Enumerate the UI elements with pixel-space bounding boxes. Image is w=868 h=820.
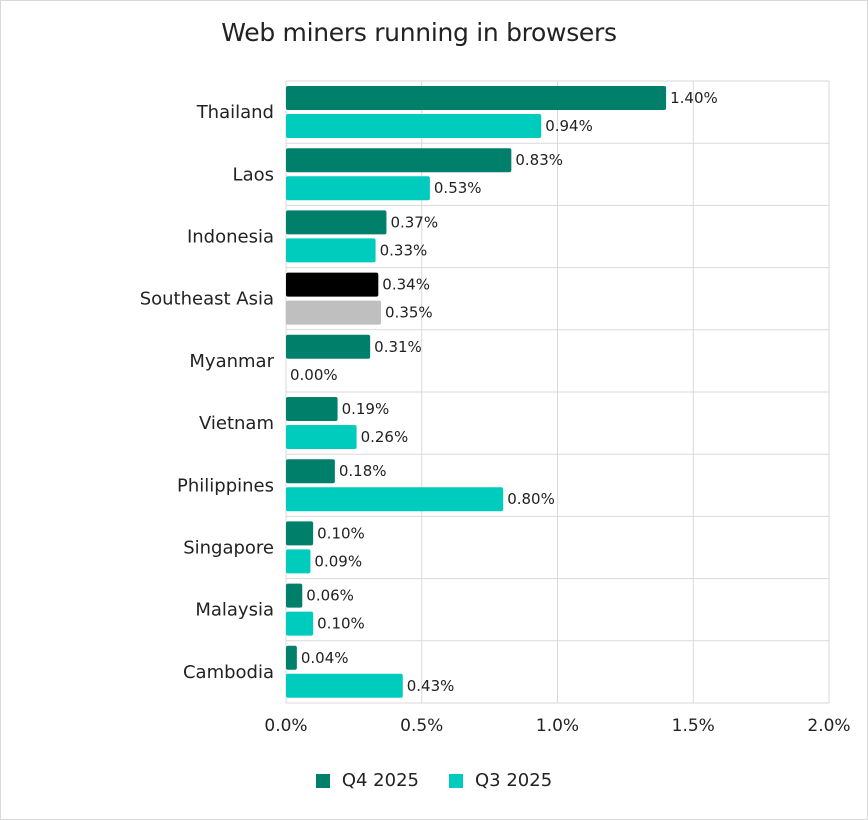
- value-label: 0.10%: [317, 615, 365, 633]
- bar-q4: [286, 583, 303, 608]
- bar-q4: [286, 645, 297, 670]
- x-tick-label: 2.0%: [807, 716, 850, 736]
- legend-label-q3: Q3 2025: [475, 770, 553, 791]
- category-label: Indonesia: [187, 227, 274, 248]
- value-label: 0.06%: [306, 587, 354, 605]
- bar-q3: [286, 673, 403, 698]
- value-label: 0.83%: [515, 151, 563, 169]
- x-tick-label: 1.5%: [672, 716, 715, 736]
- bar-q3: [286, 549, 311, 574]
- category-label: Southeast Asia: [140, 289, 274, 310]
- bar-q4: [286, 334, 371, 359]
- category-label: Vietnam: [199, 413, 274, 434]
- bar-chart: 0.0% 0.5% 1.0% 1.5% 2.0% Thailand 1.40% 0.94% La…: [140, 80, 851, 736]
- legend-item-q3: Q3 2025: [449, 770, 552, 791]
- bar-q4: [286, 272, 379, 297]
- value-label: 0.80%: [507, 490, 555, 508]
- legend-item-q4: Q4 2025: [315, 770, 419, 791]
- chart-title: Web miners running in browsers: [221, 18, 617, 47]
- value-label: 0.10%: [317, 524, 365, 542]
- value-label: 0.34%: [382, 276, 430, 294]
- bar-q4: [286, 397, 338, 421]
- value-label: 0.37%: [390, 213, 438, 231]
- value-label: 0.04%: [301, 649, 349, 667]
- value-label: 0.31%: [374, 338, 422, 356]
- value-label: 0.53%: [434, 179, 482, 197]
- category-label: Thailand: [196, 102, 274, 123]
- bar-q4: [286, 86, 667, 110]
- bar-q4: [286, 521, 314, 546]
- value-label: 0.94%: [545, 117, 593, 135]
- legend-label-q4: Q4 2025: [341, 770, 419, 791]
- bar-q3: [286, 425, 357, 449]
- category-label: Philippines: [177, 475, 274, 496]
- value-label: 0.19%: [342, 400, 390, 418]
- value-label: 0.09%: [314, 552, 362, 570]
- bar-q4: [286, 148, 512, 173]
- category-label: Laos: [233, 164, 274, 185]
- bar-q4: [286, 459, 335, 484]
- value-label: 0.43%: [407, 677, 455, 695]
- x-tick-label: 1.0%: [536, 716, 579, 736]
- value-label: 0.35%: [385, 304, 433, 322]
- bar-q3: [286, 176, 430, 201]
- bar-q3: [286, 611, 314, 636]
- value-label: 0.00%: [290, 366, 338, 384]
- category-label: Singapore: [183, 538, 274, 559]
- legend-swatch-q4: [315, 773, 330, 788]
- legend-swatch-q3: [449, 773, 463, 788]
- value-label: 0.26%: [361, 428, 409, 446]
- legend: Q4 2025 Q3 2025: [0, 770, 868, 791]
- category-label: Malaysia: [195, 600, 274, 621]
- value-label: 1.40%: [670, 89, 718, 107]
- bar-q3: [286, 238, 376, 263]
- x-tick-label: 0.0%: [264, 716, 307, 736]
- bar-q3: [286, 114, 542, 138]
- bar-q3: [286, 300, 382, 325]
- bar-q4: [286, 210, 387, 235]
- x-tick-label: 0.5%: [400, 716, 443, 736]
- bar-q3: [286, 487, 504, 512]
- category-label: Cambodia: [183, 662, 274, 683]
- category-label: Myanmar: [189, 351, 274, 372]
- value-label: 0.33%: [380, 241, 428, 259]
- value-label: 0.18%: [339, 462, 387, 480]
